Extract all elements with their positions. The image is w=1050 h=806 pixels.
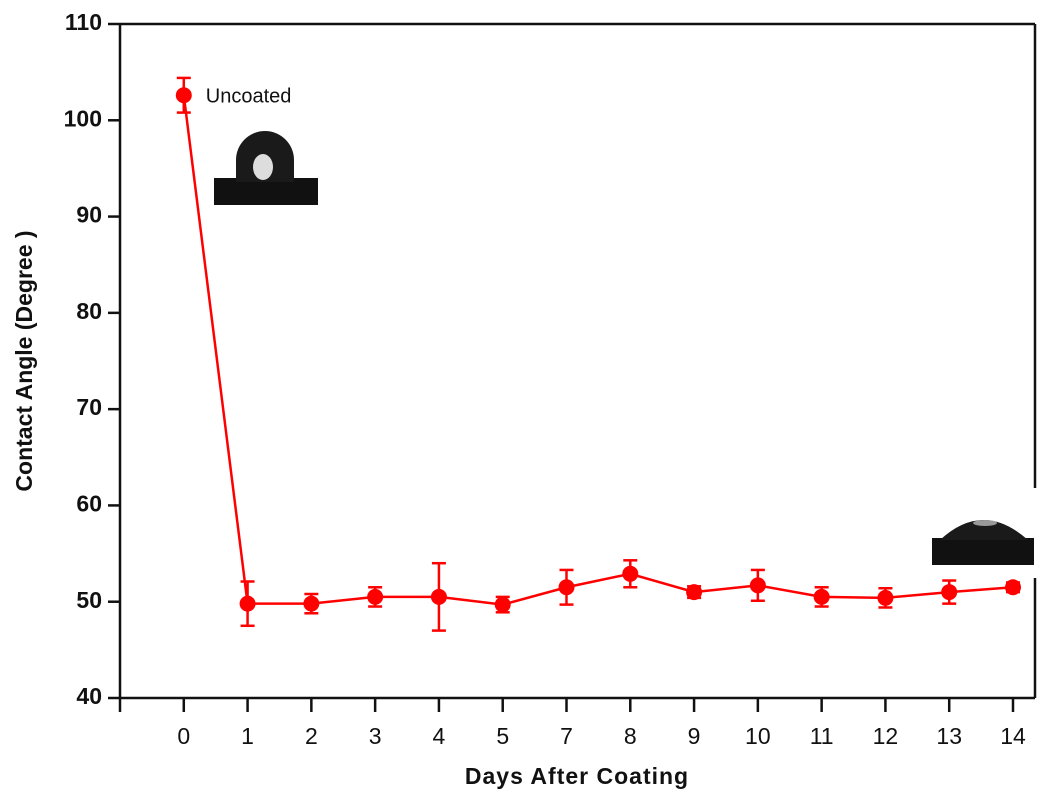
y-tick-label: 70 xyxy=(76,394,102,420)
data-point xyxy=(622,565,639,582)
x-tick-label: 10 xyxy=(745,723,771,749)
data-point xyxy=(239,595,256,612)
data-point xyxy=(877,589,894,606)
data-point xyxy=(175,87,192,104)
y-tick-label: 40 xyxy=(76,683,102,709)
annotation: Uncoated xyxy=(206,86,292,108)
x-tick-label: 2 xyxy=(305,723,318,749)
data-point xyxy=(1005,579,1021,596)
data-point xyxy=(941,584,958,601)
y-tick-label: 50 xyxy=(76,587,102,613)
data-point xyxy=(558,579,575,596)
y-tick-label: 80 xyxy=(76,298,102,324)
data-point xyxy=(494,596,511,613)
x-tick-label: 4 xyxy=(433,723,446,749)
data-point xyxy=(686,584,703,601)
x-tick-label: 13 xyxy=(936,723,962,749)
data-point xyxy=(813,588,830,605)
series-line xyxy=(182,95,1014,606)
data-point xyxy=(749,577,766,594)
x-tick-label: 8 xyxy=(624,723,637,749)
y-tick-label: 100 xyxy=(64,105,102,131)
x-tick-label: 11 xyxy=(810,723,834,749)
droplet-uncoated xyxy=(214,131,318,205)
y-tick-label: 60 xyxy=(76,491,102,517)
x-tick-label: 5 xyxy=(496,723,509,749)
x-tick-label: 14 xyxy=(1000,723,1026,749)
data-point xyxy=(430,588,447,605)
y-axis-label: Contact Angle (Degree ) xyxy=(11,230,37,491)
y-tick-label: 90 xyxy=(76,202,102,228)
y-tick-label: 110 xyxy=(65,9,102,35)
x-axis-label: Days After Coating xyxy=(465,763,689,789)
data-point xyxy=(367,588,384,605)
data-point xyxy=(303,595,320,612)
x-tick-label: 3 xyxy=(369,723,382,749)
x-tick-label: 1 xyxy=(241,723,254,749)
x-tick-label: 7 xyxy=(560,723,573,749)
x-tick-label: 9 xyxy=(688,723,701,749)
droplet-coated xyxy=(932,520,1034,565)
x-tick-label: 12 xyxy=(873,723,899,749)
x-tick-label: 0 xyxy=(177,723,190,749)
